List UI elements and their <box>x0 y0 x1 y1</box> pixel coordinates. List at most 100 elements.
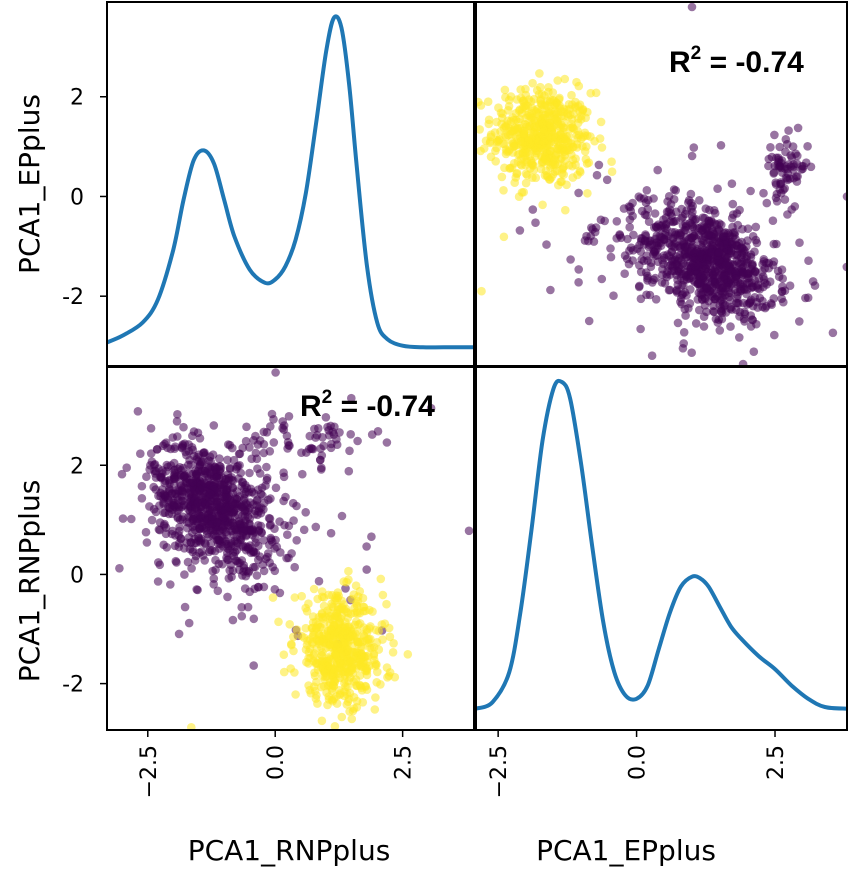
scatter-point-class-a <box>762 198 772 208</box>
scatter-point-class-a <box>192 585 201 594</box>
scatter-point-class-a <box>155 518 165 527</box>
scatter-point-class-b <box>521 157 531 167</box>
scatter-point-class-a <box>625 222 634 232</box>
scatter-point-class-a <box>642 251 651 260</box>
scatter-point-class-a <box>750 247 759 256</box>
scatter-point-class-a <box>238 511 247 521</box>
scatter-point-class-b <box>327 684 337 693</box>
x-tick-label: 0.0 <box>626 745 651 780</box>
scatter-point-class-a <box>259 566 269 576</box>
scatter-point-class-a <box>160 478 170 488</box>
scatter-point-class-b <box>529 94 539 104</box>
scatter-point-class-a <box>687 212 697 221</box>
scatter-point-class-a <box>98 499 107 508</box>
scatter-point-class-a <box>842 192 847 201</box>
scatter-point-class-a <box>209 574 219 583</box>
scatter-point-class-a <box>653 223 662 233</box>
scatter-point-class-a <box>230 542 240 551</box>
scatter-point-class-a <box>640 210 650 219</box>
scatter-point-class-b <box>355 733 364 742</box>
scatter-point-class-a <box>597 274 607 284</box>
scatter-point-class-a <box>698 213 708 222</box>
scatter-point-class-a <box>574 188 583 198</box>
scatter-point-class-a <box>218 484 228 494</box>
scatter-point-class-b <box>561 156 570 165</box>
scatter-point-class-a <box>249 436 258 445</box>
scatter-point-class-b <box>554 180 563 190</box>
scatter-point-class-a <box>737 243 746 253</box>
scatter-point-class-b <box>373 744 382 753</box>
scatter-point-class-a <box>118 514 128 523</box>
scatter-point-class-b <box>548 160 557 169</box>
scatter-point-class-a <box>727 246 736 256</box>
scatter-point-class-a <box>789 173 798 183</box>
scatter-point-class-a <box>271 483 281 493</box>
scatter-point-class-a <box>727 179 737 188</box>
scatter-point-class-a <box>771 193 781 203</box>
scatter-point-class-a <box>755 285 764 294</box>
scatter-point-class-a <box>172 417 182 426</box>
scatter-point-class-a <box>769 239 779 249</box>
scatter-point-class-a <box>770 330 779 340</box>
scatter-point-class-b <box>315 636 324 646</box>
scatter-point-class-a <box>237 603 246 612</box>
scatter-point-class-b <box>376 574 386 584</box>
scatter-point-class-a <box>142 538 152 547</box>
scatter-point-class-b <box>346 609 356 619</box>
scatter-point-class-a <box>147 515 157 525</box>
scatter-point-class-a <box>347 393 356 403</box>
scatter-point-class-a <box>223 555 232 564</box>
scatter-point-class-b <box>341 618 350 627</box>
scatter-point-class-a <box>688 240 698 250</box>
scatter-point-class-a <box>673 280 683 290</box>
scatter-point-class-a <box>719 301 729 311</box>
scatter-point-class-a <box>257 528 267 538</box>
scatter-point-class-a <box>227 475 236 485</box>
scatter-point-class-b <box>607 167 617 176</box>
x-axis-label-left: PCA1_RNPplus <box>188 834 391 867</box>
scatter-point-class-a <box>149 482 158 492</box>
scatter-point-class-a <box>245 443 254 452</box>
scatter-point-class-b <box>438 111 447 120</box>
scatter-point-class-a <box>223 455 232 465</box>
scatter-point-class-a <box>223 592 232 602</box>
scatter-point-class-b <box>477 286 486 296</box>
scatter-point-class-b <box>334 619 344 629</box>
scatter-point-class-a <box>215 544 224 553</box>
scatter-point-class-b <box>343 682 352 692</box>
scatter-point-class-a <box>172 492 182 502</box>
scatter-point-class-b <box>520 119 530 129</box>
scatter-point-class-b <box>372 678 382 687</box>
scatter-point-class-a <box>155 560 165 570</box>
scatter-point-class-a <box>770 130 779 140</box>
scatter-point-class-b <box>306 688 316 698</box>
scatter-point-class-a <box>190 556 200 565</box>
scatter-point-class-a <box>189 514 198 524</box>
scatter-point-class-a <box>695 196 704 205</box>
scatter-point-class-b <box>512 169 521 179</box>
scatter-point-class-a <box>253 510 262 520</box>
x-tick-label: −2.5 <box>137 745 162 798</box>
scatter-point-class-a <box>218 473 227 482</box>
scatter-point-class-a <box>714 315 724 325</box>
scatter-point-class-a <box>592 170 602 180</box>
scatter-point-class-b <box>556 120 566 129</box>
scatter-point-class-a <box>759 275 769 284</box>
scatter-point-class-b <box>317 716 327 726</box>
scatter-point-class-b <box>584 158 594 167</box>
scatter-point-class-a <box>137 494 147 503</box>
scatter-point-class-b <box>308 612 318 621</box>
scatter-point-class-a <box>315 455 325 465</box>
scatter-point-class-b <box>534 137 543 147</box>
scatter-point-class-b <box>551 114 560 124</box>
scatter-point-class-a <box>266 494 275 503</box>
scatter-point-class-b <box>498 109 507 118</box>
scatter-point-class-a <box>255 552 265 561</box>
scatter-point-class-a <box>733 277 743 287</box>
scatter-point-class-a <box>703 268 713 277</box>
scatter-point-class-b <box>304 659 313 668</box>
scatter-point-class-a <box>722 252 732 262</box>
scatter-point-class-b <box>597 143 607 152</box>
scatter-point-class-a <box>774 155 784 165</box>
scatter-point-class-a <box>671 186 680 195</box>
